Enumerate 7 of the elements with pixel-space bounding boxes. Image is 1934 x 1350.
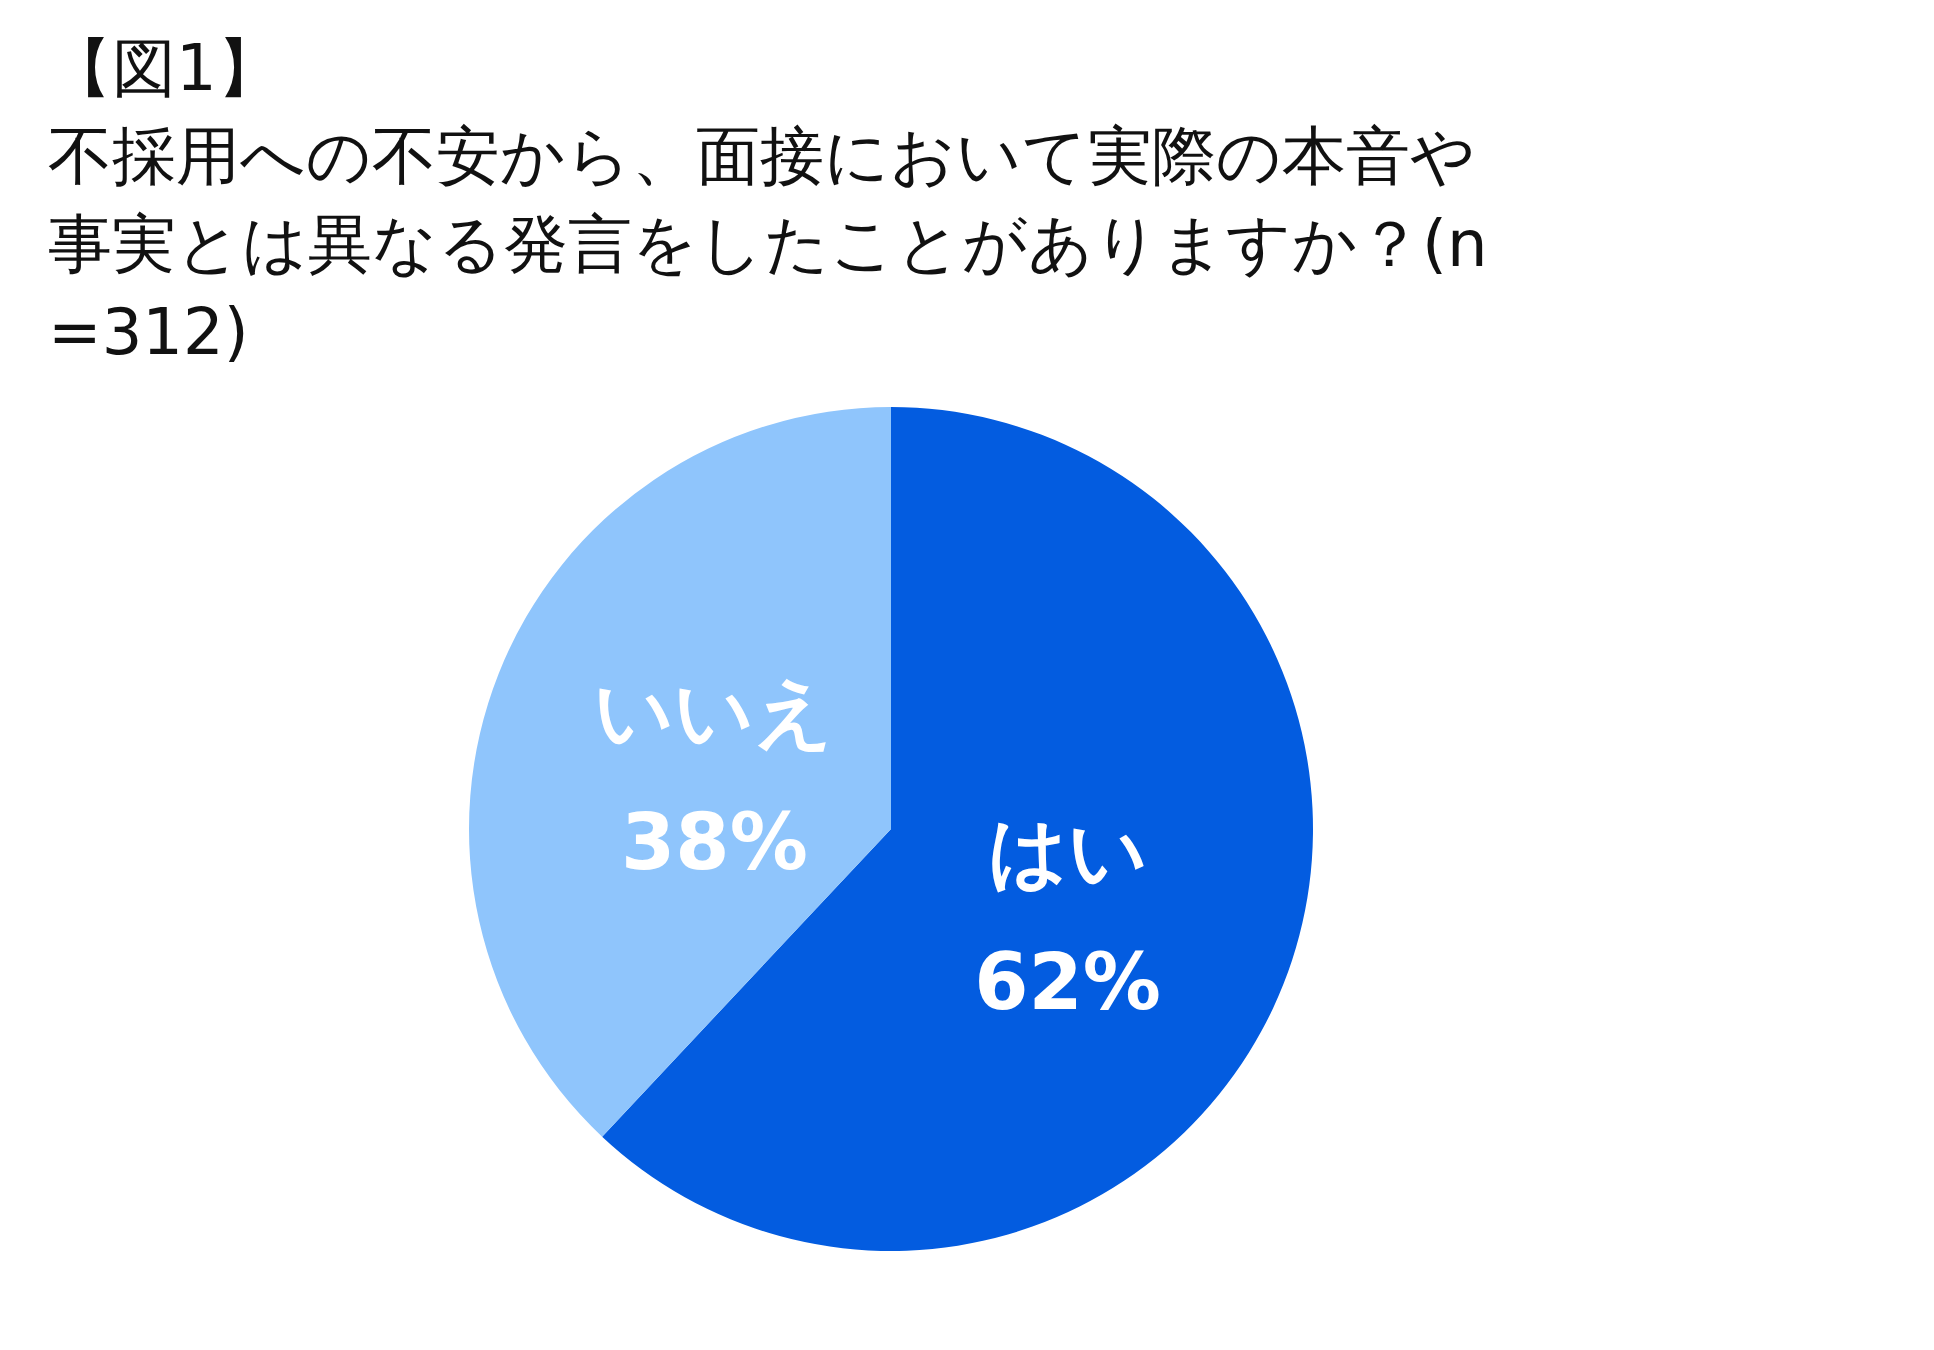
data-label: 38% [621, 797, 808, 888]
pie-slice [469, 407, 891, 1137]
chart-title: 【図1】 [48, 31, 281, 105]
data-label: 62% [974, 936, 1161, 1027]
slice-label: はい [987, 806, 1148, 897]
chart-subtitle: 不採用への不安から、面接において実際の本音や事実とは異なる発言をしたことがありますか？(n=312) [48, 119, 1488, 369]
slice-label: いいえ [594, 667, 835, 758]
